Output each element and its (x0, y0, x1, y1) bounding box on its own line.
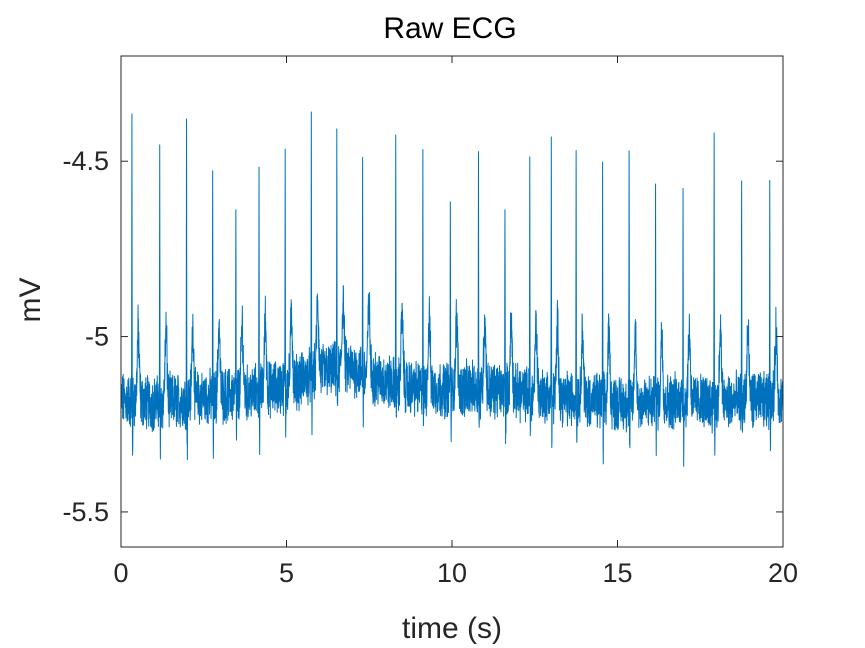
ecg-series-line (121, 111, 783, 467)
x-tick-label: 10 (437, 558, 467, 588)
y-axis-ticks: -4.5 -5 -5.5 (62, 146, 783, 527)
y-axis-label: mV (14, 278, 47, 323)
x-tick-label: 0 (113, 558, 128, 588)
ecg-trace-group (121, 111, 783, 467)
x-tick-label: 5 (279, 558, 294, 588)
y-tick-label: -5.5 (62, 497, 109, 527)
y-tick-label: -5 (85, 322, 109, 352)
x-axis-label: time (s) (402, 612, 502, 645)
x-tick-label: 15 (602, 558, 632, 588)
chart-title: Raw ECG (383, 12, 516, 45)
x-axis-ticks: 0 5 10 15 20 (113, 56, 798, 588)
y-tick-label: -4.5 (62, 146, 109, 176)
x-tick-label: 20 (768, 558, 798, 588)
plot-area: 0 5 10 15 20 -4.5 -5 -5.5 (62, 55, 798, 588)
